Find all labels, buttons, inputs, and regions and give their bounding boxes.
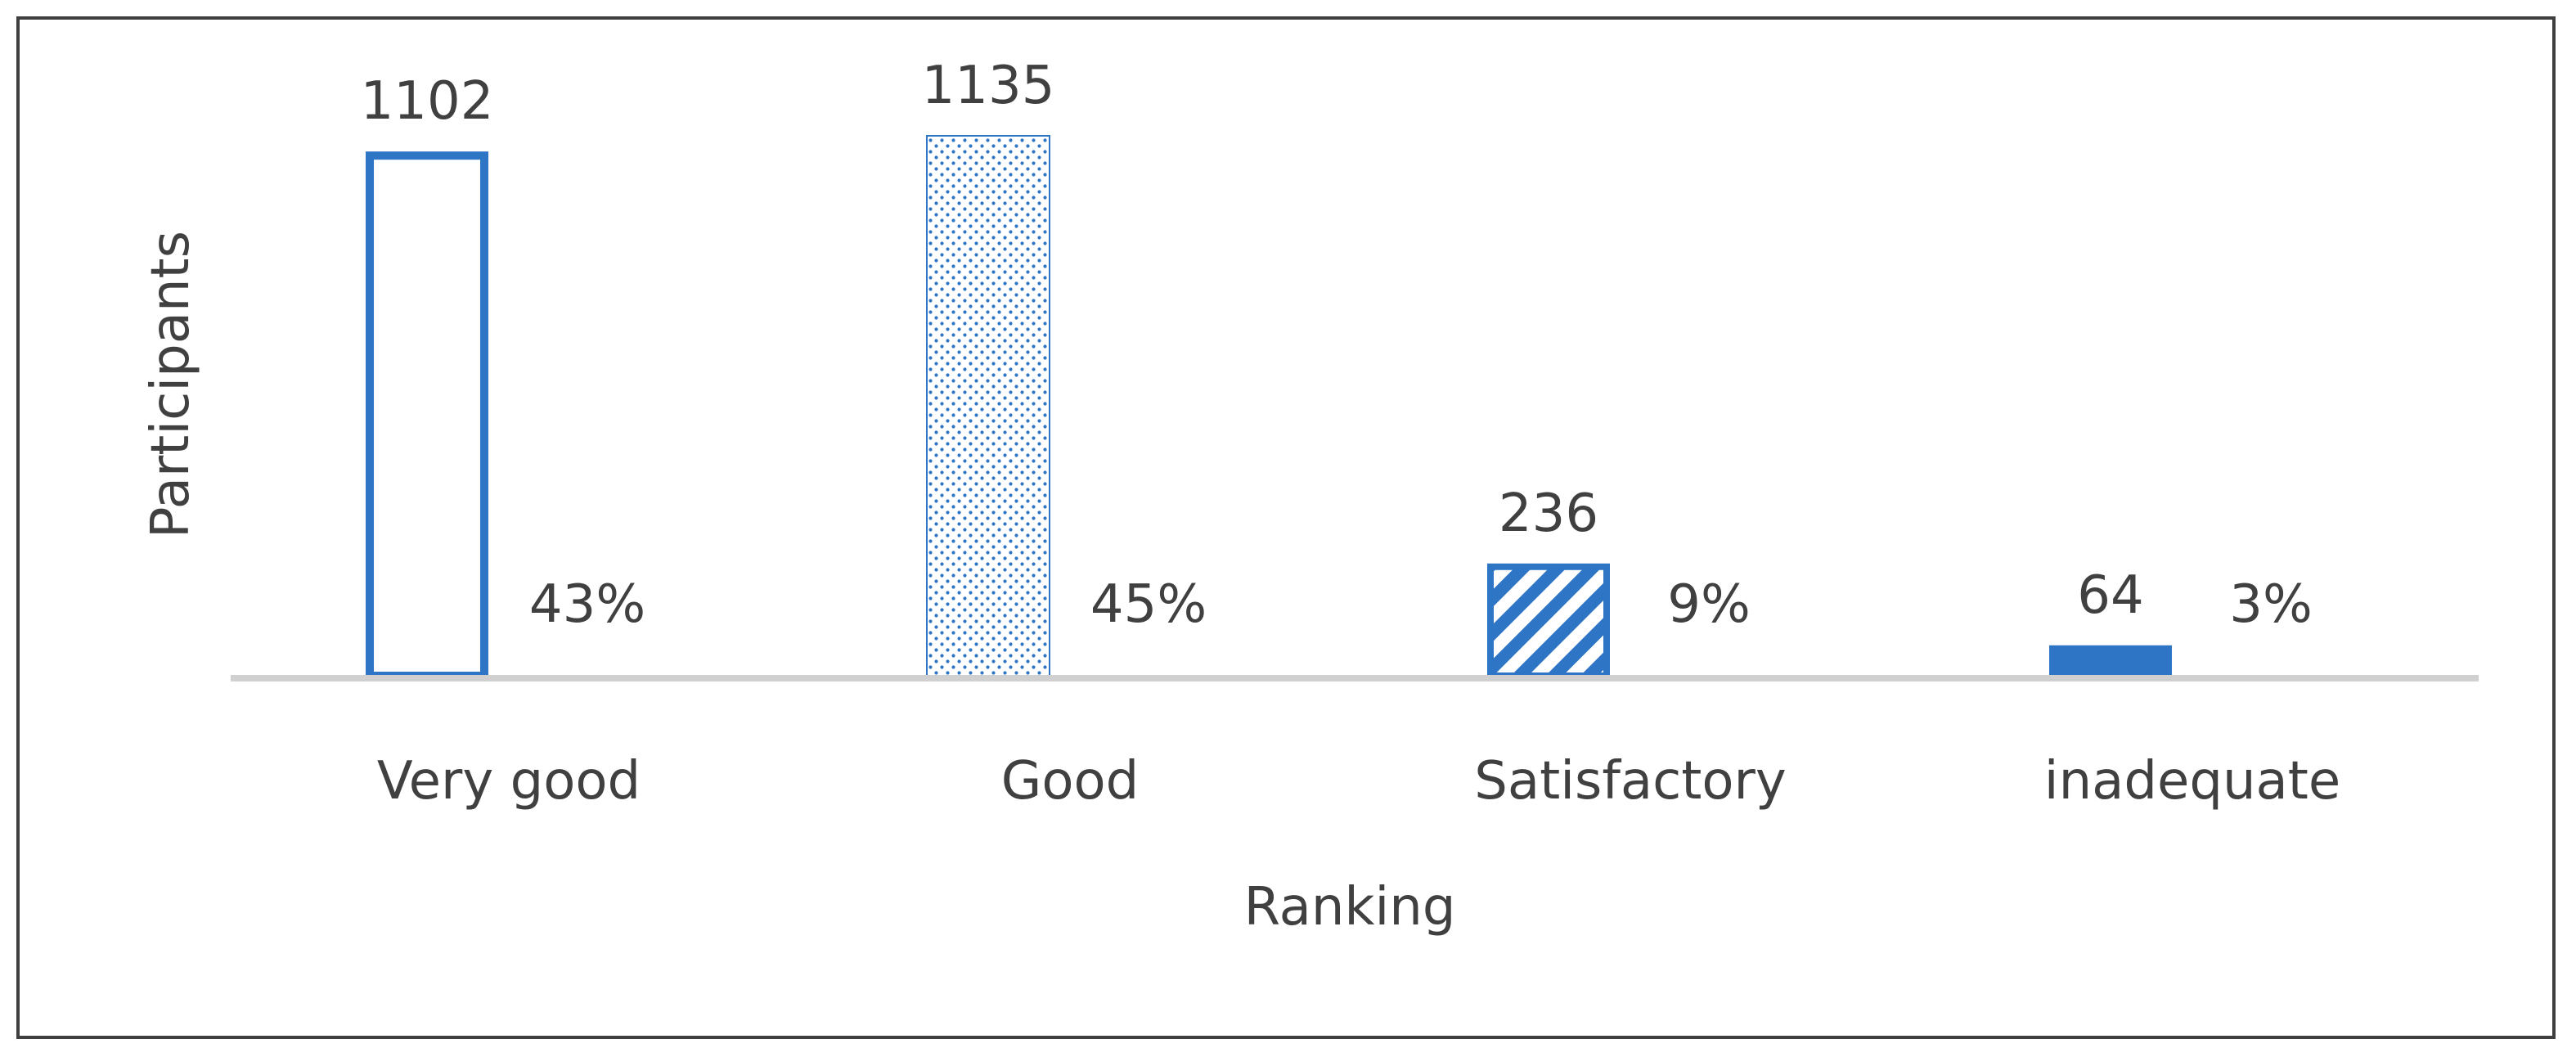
bar [2049,645,2172,676]
category-tick-label: Very good [377,751,641,812]
category-tick-label: Satisfactory [1474,751,1786,812]
value-label: 1135 [922,56,1055,116]
y-axis-label: Participants [141,231,201,538]
percent-label: 3% [2229,574,2313,635]
value-label: 64 [2077,565,2143,626]
category-tick-label: inadequate [2044,751,2340,812]
bar [1487,563,1610,680]
percent-label: 45% [1090,574,1207,635]
category-tick-label: Good [1001,751,1140,812]
value-label: 1102 [361,71,494,132]
percent-label: 43% [529,574,645,635]
bar [926,135,1050,677]
bar [366,151,488,680]
x-axis-label: Ranking [1244,877,1456,938]
percent-label: 9% [1667,574,1751,635]
value-label: 236 [1499,484,1598,544]
